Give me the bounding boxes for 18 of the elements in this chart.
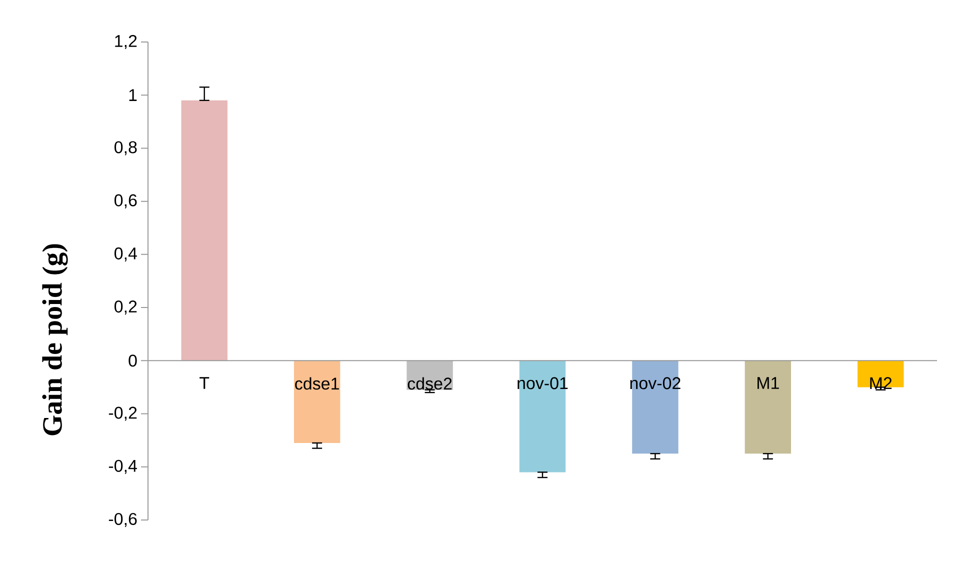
y-tick-label: 0,8	[114, 141, 137, 156]
y-tick-label: 0,4	[114, 247, 137, 262]
x-tick-label: M1	[758, 377, 779, 389]
x-tick-label: M2	[870, 377, 892, 390]
x-tick-label: nov-01	[518, 377, 568, 390]
y-tick-label: 1	[129, 89, 137, 101]
y-tick-label: -0,4	[108, 460, 137, 474]
y-tick-label: 0,2	[114, 300, 137, 315]
x-tick-label: nov-02	[630, 377, 680, 390]
y-tick-label: 0	[128, 354, 137, 367]
x-tick-label: cdse1	[295, 377, 339, 390]
y-axis-title: Gain de poid (g)	[42, 244, 68, 436]
y-tick-label: -0,6	[108, 512, 137, 528]
y-tick-label: 0,6	[114, 194, 137, 208]
y-tick-label: 1,2	[115, 34, 137, 50]
x-tick-label: T	[200, 377, 210, 389]
x-tick-label: cdse2	[408, 377, 452, 390]
y-tick-label: -0,2	[108, 406, 137, 421]
